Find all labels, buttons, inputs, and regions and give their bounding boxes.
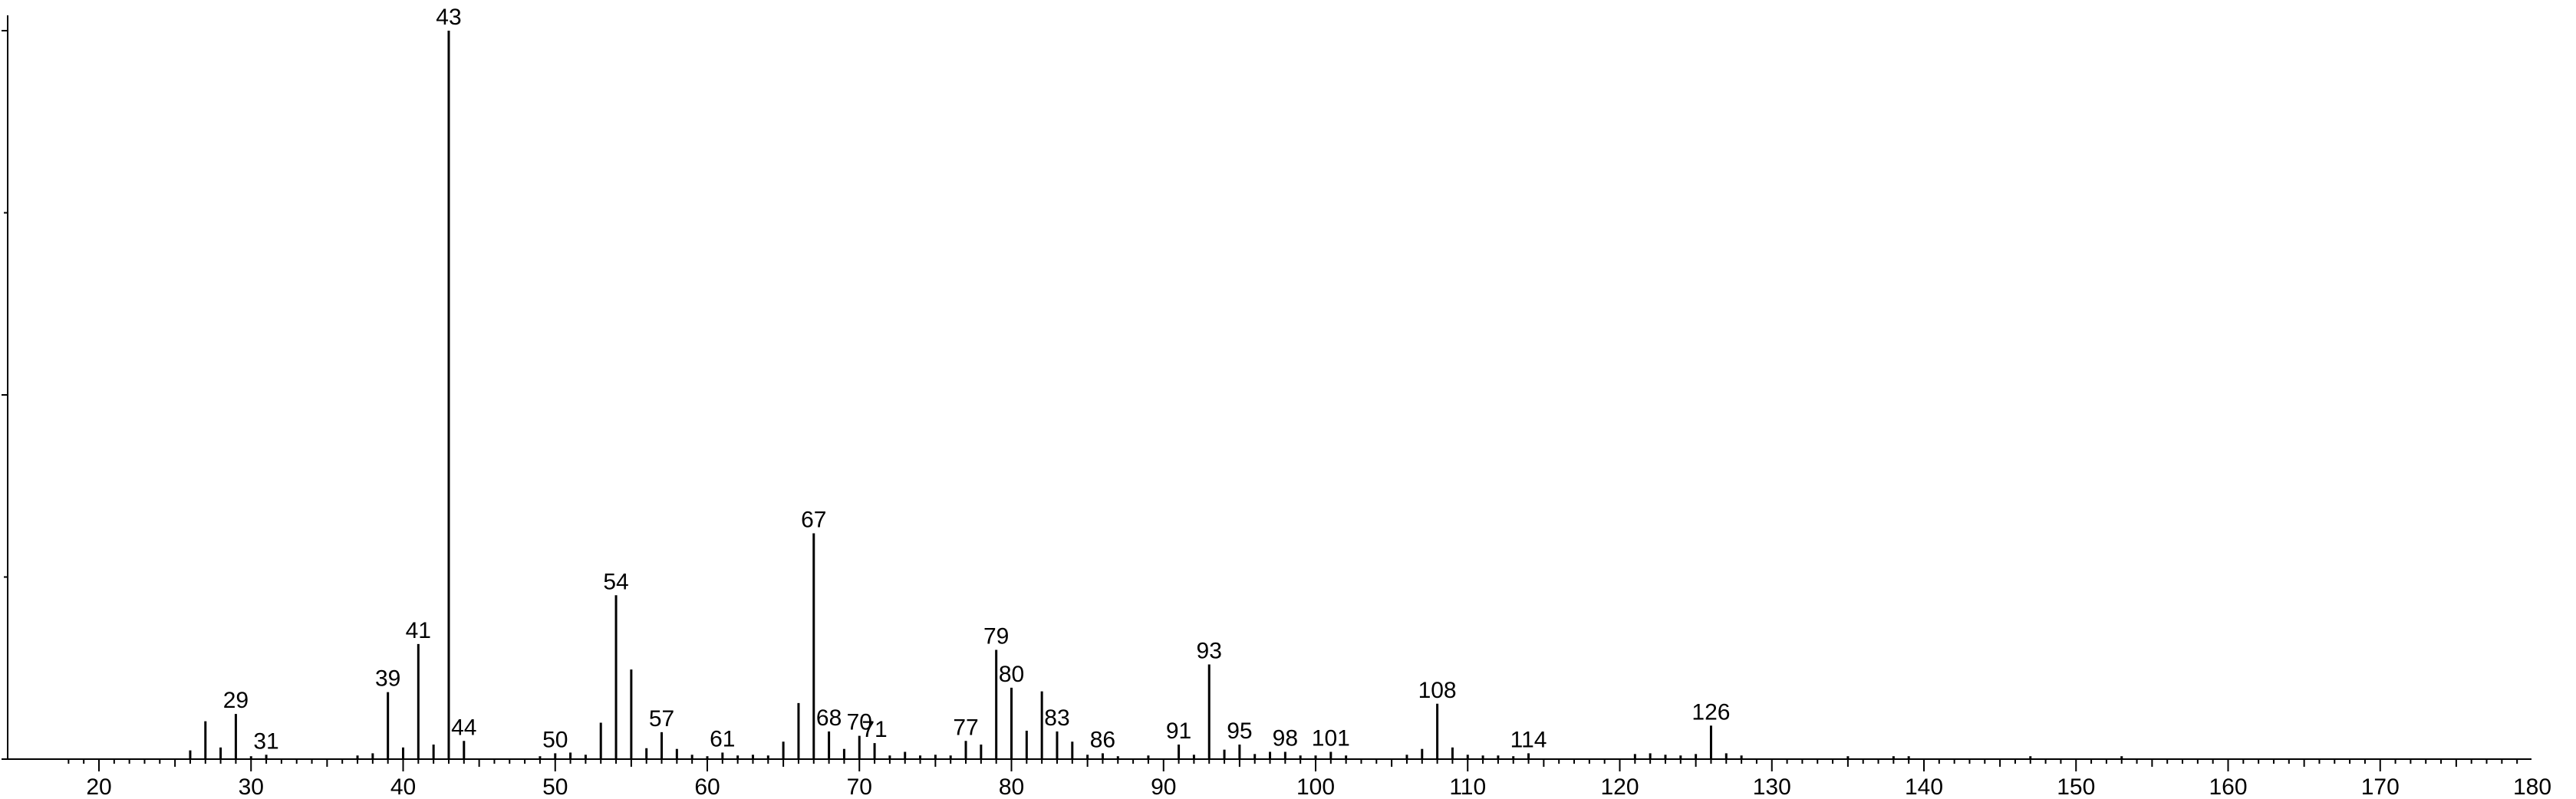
peak-label-71: 71	[861, 717, 887, 742]
peak-label-41: 41	[406, 618, 431, 643]
y-axis: 050100	[2, 15, 8, 760]
peak-label-86: 86	[1090, 727, 1115, 752]
x-tick-label: 100	[1296, 774, 1335, 799]
peak-label-126: 126	[1692, 699, 1730, 725]
x-tick-label: 90	[1151, 774, 1176, 799]
x-tick-label: 70	[847, 774, 872, 799]
peak-label-54: 54	[603, 569, 628, 594]
x-tick-label: 170	[2361, 774, 2400, 799]
x-tick-label: 40	[390, 774, 416, 799]
peak-label-50: 50	[542, 727, 568, 752]
peak-label-31: 31	[253, 728, 278, 754]
peak-label-91: 91	[1166, 718, 1191, 744]
x-tick-label: 150	[2057, 774, 2095, 799]
x-tick-label: 50	[542, 774, 568, 799]
peak-label-70: 70	[847, 710, 872, 735]
x-tick-label: 180	[2513, 774, 2551, 799]
peak-label-68: 68	[816, 705, 842, 731]
peak-label-93: 93	[1197, 639, 1222, 664]
x-tick-label: 20	[86, 774, 111, 799]
x-tick-label: 140	[1905, 774, 1943, 799]
peak-label-57: 57	[649, 706, 674, 732]
x-tick-label: 60	[694, 774, 720, 799]
x-axis: 20 30 40 50 60 70 80 90 100 110 120 130 140 150 160 170…	[8, 758, 2551, 799]
peak-label-114: 114	[1510, 727, 1547, 752]
x-tick-label: 130	[1753, 774, 1791, 799]
x-tick-label: 80	[999, 774, 1024, 799]
peak-label-95: 95	[1227, 718, 1252, 744]
peaks-layer	[189, 31, 2123, 759]
y-ticks: 050100	[2, 30, 8, 760]
peak-label-44: 44	[451, 715, 476, 740]
x-tick-label: 30	[239, 774, 264, 799]
peak-label-39: 39	[375, 666, 400, 692]
peak-label-29: 29	[223, 688, 249, 713]
peak-label-43: 43	[436, 5, 461, 30]
peak-label-77: 77	[953, 715, 978, 740]
x-tick-label: 120	[1600, 774, 1639, 799]
x-tick-label: 160	[2209, 774, 2247, 799]
peak-label-83: 83	[1044, 705, 1069, 731]
peak-label-80: 80	[999, 662, 1024, 687]
peak-label-98: 98	[1273, 726, 1298, 751]
peak-label-101: 101	[1312, 726, 1350, 751]
peak-label-61: 61	[710, 726, 735, 751]
peak-label-67: 67	[801, 508, 826, 533]
x-tick-label: 110	[1449, 774, 1486, 799]
peak-label-79: 79	[983, 624, 1009, 649]
x-ticks: 20 30 40 50 60 70 80 90 100 110 120 130 140 150 160 170…	[68, 759, 2551, 799]
peak-label-108: 108	[1418, 678, 1457, 703]
